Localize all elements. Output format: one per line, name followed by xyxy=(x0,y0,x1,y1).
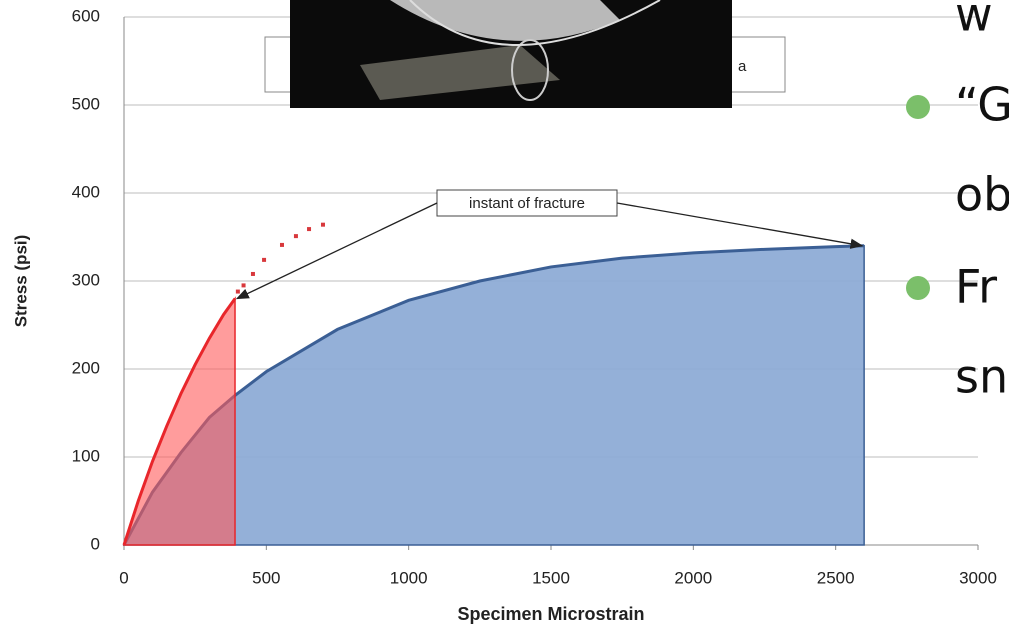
point xyxy=(236,290,240,294)
x-tick-label: 1000 xyxy=(390,568,428,587)
y-tick-label: 600 xyxy=(72,6,100,25)
point xyxy=(294,234,298,238)
x-tick-label: 2000 xyxy=(674,568,712,587)
slide: a 0 100 200 300 400 500 600 0 500 1000 1500 2000 250… xyxy=(0,0,1009,627)
point xyxy=(321,223,325,227)
y-tick-label: 500 xyxy=(72,94,100,113)
x-tick-label: 0 xyxy=(119,568,128,587)
y-axis-title: Stress (psi) xyxy=(11,235,30,328)
bullet-text: ob xyxy=(955,168,1009,222)
annotation-arrow xyxy=(237,203,437,299)
bullet-text: “G xyxy=(955,78,1009,132)
annotation: instant of fracture xyxy=(469,195,585,212)
area-fill xyxy=(124,299,235,545)
x-tick-label: 500 xyxy=(252,568,280,587)
bullet-dot xyxy=(906,276,930,300)
point xyxy=(262,258,266,262)
photo xyxy=(290,0,732,108)
x-tick-label: 3000 xyxy=(959,568,997,587)
point xyxy=(280,243,284,247)
y-tick-label: 0 xyxy=(91,534,100,553)
bullet-dot xyxy=(906,95,930,119)
y-tick-label: 200 xyxy=(72,358,100,377)
bullet-text: sn xyxy=(955,350,1008,404)
x-tick-label: 1500 xyxy=(532,568,570,587)
annotation-arrow xyxy=(617,203,862,246)
bullet-text: w xyxy=(955,0,993,42)
point xyxy=(251,272,255,276)
point xyxy=(307,227,311,231)
y-tick-label: 100 xyxy=(72,446,100,465)
y-tick-label: 300 xyxy=(72,270,100,289)
x-axis-title: Specimen Microstrain xyxy=(457,604,644,624)
point xyxy=(242,283,246,287)
y-tick-label: 400 xyxy=(72,182,100,201)
x-tick-label: 2500 xyxy=(817,568,855,587)
legend-fragment: a xyxy=(738,58,747,75)
bullet-text: Fr xyxy=(955,260,997,314)
